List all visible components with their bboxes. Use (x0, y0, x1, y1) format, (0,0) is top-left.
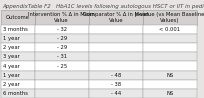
Text: - 31: - 31 (57, 54, 67, 59)
Text: 4 year: 4 year (3, 64, 20, 69)
Bar (35, 43, 89, 52)
Bar (35, 10, 89, 25)
Text: NS: NS (166, 73, 173, 78)
Bar (1, 52, 35, 62)
Bar (0, 0, 204, 10)
Bar (143, 43, 197, 52)
Bar (89, 62, 143, 71)
Bar (143, 52, 197, 62)
Text: 3 months: 3 months (3, 27, 28, 32)
Text: 3 year: 3 year (3, 54, 19, 59)
Bar (89, 89, 143, 98)
Bar (89, 34, 143, 43)
Bar (89, 80, 143, 89)
Text: p-value (vs Mean Baseline
Values): p-value (vs Mean Baseline Values) (135, 12, 204, 23)
Bar (89, 71, 143, 80)
Bar (1, 80, 35, 89)
Bar (89, 43, 143, 52)
Bar (35, 80, 89, 89)
Bar (1, 71, 35, 80)
Bar (1, 25, 35, 34)
Text: - 25: - 25 (57, 64, 67, 69)
Bar (89, 10, 143, 25)
Bar (143, 62, 197, 71)
Bar (1, 89, 35, 98)
Bar (35, 89, 89, 98)
Bar (89, 52, 143, 62)
Bar (143, 89, 197, 98)
Text: 1 year: 1 year (3, 73, 20, 78)
Text: Intervention % Δ in Mean
Value: Intervention % Δ in Mean Value (28, 12, 95, 23)
Bar (143, 34, 197, 43)
Text: Outcome: Outcome (6, 15, 30, 20)
Bar (1, 10, 35, 25)
Text: 2 year: 2 year (3, 82, 20, 87)
Bar (35, 34, 89, 43)
Bar (35, 52, 89, 62)
Bar (143, 80, 197, 89)
Text: - 48: - 48 (111, 73, 121, 78)
Bar (1, 62, 35, 71)
Text: 2 year: 2 year (3, 45, 20, 50)
Text: - 38: - 38 (111, 82, 121, 87)
Bar (1, 34, 35, 43)
Text: < 0.001: < 0.001 (159, 27, 180, 32)
Text: - 44: - 44 (111, 91, 121, 96)
Text: Comparator % Δ in Mean
Value: Comparator % Δ in Mean Value (83, 12, 149, 23)
Bar (143, 10, 197, 25)
Text: NS: NS (166, 91, 173, 96)
Bar (143, 71, 197, 80)
Bar (1, 43, 35, 52)
Text: 1 year: 1 year (3, 36, 20, 41)
Text: 6 months: 6 months (3, 91, 28, 96)
Text: - 29: - 29 (57, 36, 67, 41)
Bar (35, 62, 89, 71)
Bar (89, 25, 143, 34)
Text: - 32: - 32 (57, 27, 67, 32)
Text: - 29: - 29 (57, 45, 67, 50)
Bar (143, 25, 197, 34)
Text: AppendixTable F2   HbA1C levels following autologous HSCT or IIT in pediatric pa: AppendixTable F2 HbA1C levels following … (2, 4, 204, 9)
Bar (35, 25, 89, 34)
Bar (35, 71, 89, 80)
